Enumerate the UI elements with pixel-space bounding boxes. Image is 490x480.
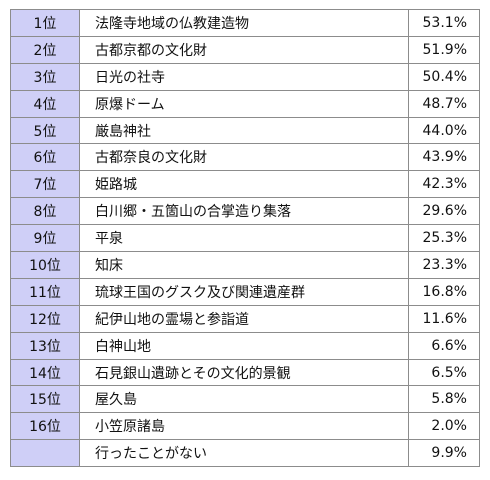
percent-cell: 50.4%: [408, 62, 480, 91]
heritage-name-cell: 行ったことがない: [79, 439, 409, 468]
table-row: 4位 原爆ドーム 48.7%: [10, 89, 480, 118]
rank-cell: 3位: [10, 62, 80, 91]
table-row: 13位 白神山地 6.6%: [10, 331, 480, 360]
ranking-table-body: 1位 法隆寺地域の仏教建造物 53.1% 2位 古都京都の文化財 51.9% 3…: [10, 9, 480, 468]
rank-cell: 6位: [10, 143, 80, 172]
heritage-name-cell: 知床: [79, 251, 409, 279]
percent-cell: 53.1%: [408, 9, 480, 37]
percent-cell: 11.6%: [408, 304, 480, 333]
rank-cell: [10, 439, 80, 468]
percent-cell: 9.9%: [408, 439, 480, 468]
table-row: 9位 平泉 25.3%: [10, 224, 480, 253]
table-row: 7位 姫路城 42.3%: [10, 170, 480, 199]
heritage-name-cell: 石見銀山遺跡とその文化的景観: [79, 358, 409, 387]
table-row: 11位 琉球王国のグスク及び関連遺産群 16.8%: [10, 277, 480, 306]
percent-cell: 29.6%: [408, 197, 480, 226]
rank-cell: 16位: [10, 412, 80, 441]
heritage-name-cell: 古都奈良の文化財: [79, 143, 409, 172]
percent-cell: 42.3%: [408, 170, 480, 199]
rank-cell: 7位: [10, 170, 80, 199]
rank-cell: 10位: [10, 251, 80, 279]
table-row: 10位 知床 23.3%: [10, 251, 480, 279]
table-row: 行ったことがない 9.9%: [10, 439, 480, 468]
rank-cell: 2位: [10, 35, 80, 64]
percent-cell: 6.5%: [408, 358, 480, 387]
table-row: 6位 古都奈良の文化財 43.9%: [10, 143, 480, 172]
heritage-name-cell: 琉球王国のグスク及び関連遺産群: [79, 277, 409, 306]
rank-cell: 1位: [10, 9, 80, 37]
heritage-name-cell: 紀伊山地の霊場と参詣道: [79, 304, 409, 333]
table-row: 12位 紀伊山地の霊場と参詣道 11.6%: [10, 304, 480, 333]
table-row: 1位 法隆寺地域の仏教建造物 53.1%: [10, 9, 480, 37]
heritage-name-cell: 小笠原諸島: [79, 412, 409, 441]
table-row: 16位 小笠原諸島 2.0%: [10, 412, 480, 441]
heritage-name-cell: 白神山地: [79, 331, 409, 360]
table-row: 3位 日光の社寺 50.4%: [10, 62, 480, 91]
rank-cell: 8位: [10, 197, 80, 226]
percent-cell: 44.0%: [408, 116, 480, 145]
table-row: 14位 石見銀山遺跡とその文化的景観 6.5%: [10, 358, 480, 387]
percent-cell: 43.9%: [408, 143, 480, 172]
heritage-name-cell: 厳島神社: [79, 116, 409, 145]
table-row: 8位 白川郷・五箇山の合掌造り集落 29.6%: [10, 197, 480, 226]
heritage-name-cell: 白川郷・五箇山の合掌造り集落: [79, 197, 409, 226]
heritage-name-cell: 日光の社寺: [79, 62, 409, 91]
percent-cell: 5.8%: [408, 385, 480, 414]
table-row: 5位 厳島神社 44.0%: [10, 116, 480, 145]
heritage-name-cell: 姫路城: [79, 170, 409, 199]
table-row: 15位 屋久島 5.8%: [10, 385, 480, 414]
percent-cell: 16.8%: [408, 277, 480, 306]
rank-cell: 13位: [10, 331, 80, 360]
rank-cell: 4位: [10, 89, 80, 118]
percent-cell: 48.7%: [408, 89, 480, 118]
rank-cell: 14位: [10, 358, 80, 387]
percent-cell: 25.3%: [408, 224, 480, 253]
percent-cell: 2.0%: [408, 412, 480, 441]
rank-cell: 12位: [10, 304, 80, 333]
table-row: 2位 古都京都の文化財 51.9%: [10, 35, 480, 64]
heritage-name-cell: 古都京都の文化財: [79, 35, 409, 64]
heritage-name-cell: 法隆寺地域の仏教建造物: [79, 9, 409, 37]
ranking-table: 1位 法隆寺地域の仏教建造物 53.1% 2位 古都京都の文化財 51.9% 3…: [10, 9, 480, 468]
rank-cell: 9位: [10, 224, 80, 253]
percent-cell: 6.6%: [408, 331, 480, 360]
rank-cell: 15位: [10, 385, 80, 414]
heritage-name-cell: 平泉: [79, 224, 409, 253]
heritage-name-cell: 原爆ドーム: [79, 89, 409, 118]
heritage-name-cell: 屋久島: [79, 385, 409, 414]
rank-cell: 11位: [10, 277, 80, 306]
percent-cell: 23.3%: [408, 251, 480, 279]
rank-cell: 5位: [10, 116, 80, 145]
percent-cell: 51.9%: [408, 35, 480, 64]
